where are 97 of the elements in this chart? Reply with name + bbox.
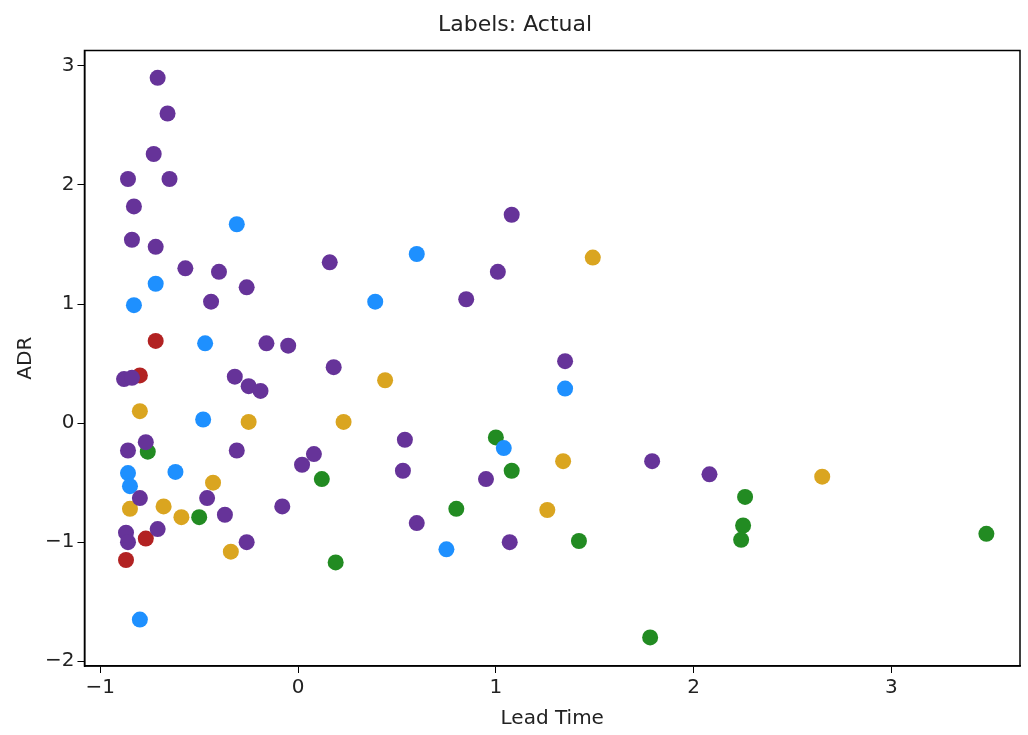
point — [191, 509, 208, 526]
point — [240, 413, 257, 430]
point — [197, 335, 214, 352]
y-tick-label: 2 — [61, 171, 75, 196]
point — [327, 554, 344, 571]
point — [557, 353, 574, 370]
point — [321, 254, 338, 271]
point — [123, 231, 140, 248]
point — [228, 442, 245, 459]
point — [313, 471, 330, 488]
point — [199, 490, 216, 507]
x-tick-label: 2 — [687, 674, 701, 699]
point — [325, 359, 342, 376]
point — [159, 105, 176, 122]
point — [737, 488, 754, 505]
point — [252, 382, 269, 399]
point — [167, 463, 184, 480]
point — [477, 471, 494, 488]
point — [539, 502, 556, 519]
point — [137, 530, 154, 547]
point — [120, 465, 136, 482]
point — [503, 462, 520, 479]
y-tick-label: 3 — [61, 52, 75, 77]
point — [120, 442, 136, 459]
x-axis-title: Lead Time — [500, 705, 604, 730]
chart-title: Labels: Actual — [437, 10, 593, 36]
point — [125, 198, 142, 215]
point — [173, 509, 190, 526]
point — [377, 372, 394, 389]
point — [555, 453, 572, 470]
point — [177, 260, 194, 277]
point — [226, 368, 243, 385]
point — [210, 263, 227, 280]
point — [701, 466, 718, 483]
point — [149, 521, 166, 538]
point — [228, 216, 245, 233]
point — [733, 531, 750, 548]
point — [367, 293, 384, 310]
point — [149, 69, 166, 86]
point — [203, 293, 220, 310]
point — [501, 534, 518, 551]
point — [978, 525, 995, 542]
point — [394, 462, 411, 479]
point — [305, 446, 322, 463]
point — [735, 517, 752, 534]
point — [131, 490, 148, 507]
point — [487, 429, 504, 446]
point — [274, 498, 291, 515]
point — [396, 431, 413, 448]
point — [570, 532, 587, 549]
point — [557, 380, 574, 397]
point — [814, 468, 831, 485]
point — [644, 453, 661, 470]
point — [238, 279, 255, 296]
point — [280, 337, 297, 354]
point — [438, 541, 455, 558]
point — [495, 440, 512, 457]
point — [584, 249, 601, 266]
point — [238, 534, 255, 551]
point — [642, 629, 659, 646]
x-tick-label: 3 — [885, 674, 898, 699]
point — [335, 413, 352, 430]
point — [161, 171, 178, 187]
point — [137, 434, 154, 451]
point — [458, 291, 475, 308]
point — [145, 145, 162, 162]
point — [147, 332, 164, 349]
point — [125, 297, 142, 314]
point — [408, 246, 425, 263]
point — [258, 335, 275, 352]
point — [408, 515, 425, 532]
point — [503, 206, 520, 223]
y-tick-label: 0 — [61, 409, 75, 434]
point — [147, 238, 164, 255]
point — [222, 543, 239, 560]
point — [131, 611, 148, 628]
y-tick-label: 1 — [61, 290, 75, 315]
point — [216, 506, 233, 523]
point — [448, 500, 465, 517]
point — [147, 275, 164, 292]
point — [195, 411, 212, 428]
point — [489, 263, 506, 280]
x-tick-label: 0 — [291, 674, 305, 699]
point — [294, 456, 311, 473]
x-tick-label: 1 — [489, 674, 503, 699]
point — [120, 171, 136, 187]
point — [155, 498, 172, 515]
y-axis-title: ADR — [12, 336, 37, 380]
x-tick-label: −1 — [85, 674, 116, 699]
point — [120, 534, 136, 551]
point — [121, 500, 138, 517]
y-tick-label: −2 — [45, 647, 75, 672]
point — [118, 552, 135, 569]
y-tick-label: −1 — [45, 528, 75, 553]
point — [121, 478, 138, 495]
point — [205, 474, 222, 491]
point — [131, 403, 148, 420]
